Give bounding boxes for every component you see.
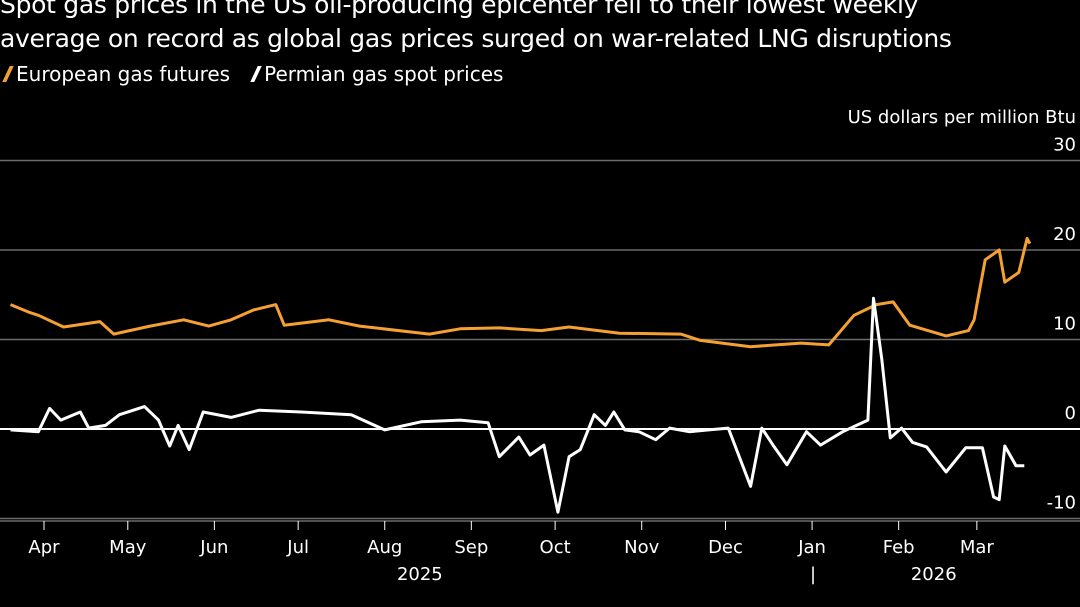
x-tick-label: Mar	[960, 537, 995, 558]
x-tick-label: Jan	[797, 537, 826, 558]
x-tick-label: Nov	[624, 537, 659, 558]
x-tick-label: Dec	[708, 537, 743, 558]
legend: European gas futures Permian gas spot pr…	[0, 62, 503, 86]
x-tick-label: Feb	[883, 537, 915, 558]
chart-title-line-1: Spot gas prices in the US oil-producing …	[0, 0, 919, 19]
y-tick-label: 10	[1053, 314, 1076, 335]
year-separator: |	[810, 564, 816, 585]
year-label: 2025	[397, 564, 443, 585]
x-tick-label: Oct	[540, 537, 571, 558]
y-tick-label: -10	[1047, 493, 1076, 514]
series-line-european	[9, 236, 1032, 349]
y-tick-label: 30	[1053, 135, 1076, 156]
legend-label-european: European gas futures	[16, 62, 231, 86]
legend-item-european: European gas futures	[0, 62, 230, 86]
y-tick-label: 20	[1053, 224, 1076, 245]
legend-item-permian: Permian gas spot prices	[248, 62, 503, 86]
x-tick-label: May	[109, 537, 147, 558]
year-label: 2026	[911, 564, 957, 585]
x-tick-label: Apr	[28, 537, 60, 558]
x-tick-label: Sep	[454, 537, 488, 558]
chart-title: Spot gas prices in the US oil-producing …	[0, 0, 1080, 56]
x-tick-label: Jul	[286, 537, 309, 558]
legend-label-permian: Permian gas spot prices	[264, 62, 504, 86]
x-tick-label: Jun	[199, 537, 228, 558]
y-tick-label: 0	[1065, 403, 1076, 424]
x-tick-label: Aug	[367, 537, 402, 558]
y-axis-label: US dollars per million Btu	[848, 107, 1076, 128]
chart-title-line-2: average on record as global gas prices s…	[0, 24, 952, 53]
series-line-permian	[10, 296, 1025, 514]
